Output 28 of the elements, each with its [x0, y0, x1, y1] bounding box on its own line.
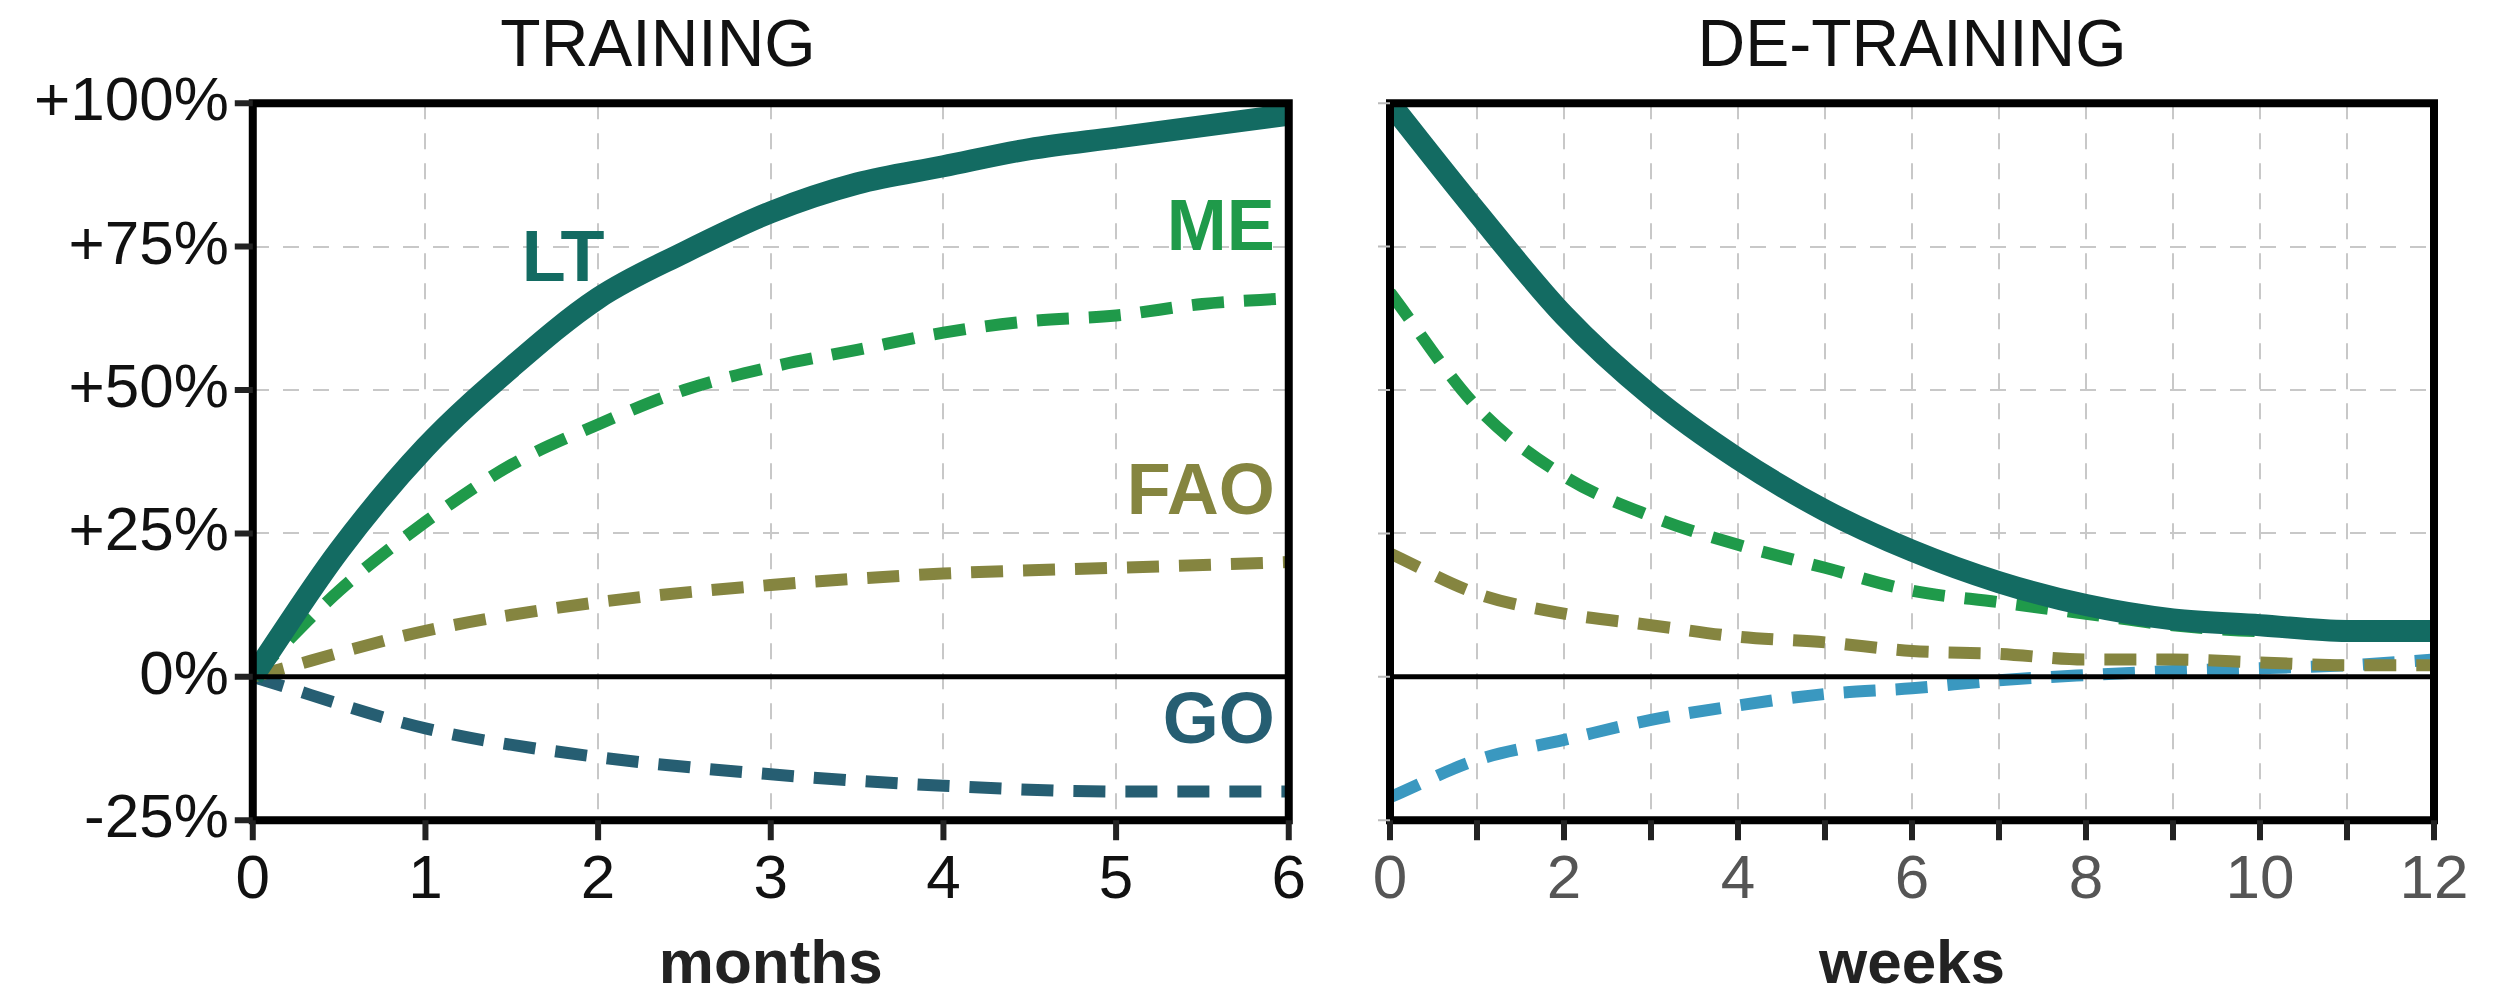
x-tick-label: 3 — [753, 842, 789, 912]
x-tick-label: 1 — [408, 842, 443, 912]
chart-title: DE-TRAINING — [1697, 5, 2127, 80]
x-tick-label: 4 — [1720, 842, 1756, 912]
x-tick-label: 8 — [2068, 842, 2104, 912]
y-tick-label: +100% — [34, 64, 229, 134]
series-label: FAO — [1126, 448, 1275, 529]
x-tick-label: 0 — [235, 842, 271, 912]
x-tick-label: 4 — [926, 842, 961, 912]
x-tick-label: 6 — [1271, 842, 1306, 912]
y-tick-label: -25% — [84, 781, 229, 851]
series-label: GO — [1162, 678, 1275, 759]
y-tick-label: +50% — [68, 351, 229, 421]
y-tick-label: +75% — [68, 207, 229, 277]
series-label: ME — [1166, 185, 1275, 266]
x-tick-label: 6 — [1894, 842, 1930, 912]
y-tick-label: +25% — [68, 494, 229, 564]
y-tick-label: 0% — [139, 637, 229, 707]
x-tick-label: 2 — [1546, 842, 1582, 912]
x-tick-label: 0 — [1372, 842, 1408, 912]
x-axis-title: months — [658, 926, 883, 996]
series-label: LT — [521, 215, 605, 296]
x-tick-label: 5 — [1098, 842, 1134, 912]
x-tick-label: 2 — [580, 842, 616, 912]
x-axis-title: weeks — [1817, 926, 2006, 996]
x-tick-label: 10 — [2225, 842, 2295, 912]
chart-title: TRAINING — [500, 5, 816, 80]
x-tick-label: 12 — [2399, 842, 2469, 912]
